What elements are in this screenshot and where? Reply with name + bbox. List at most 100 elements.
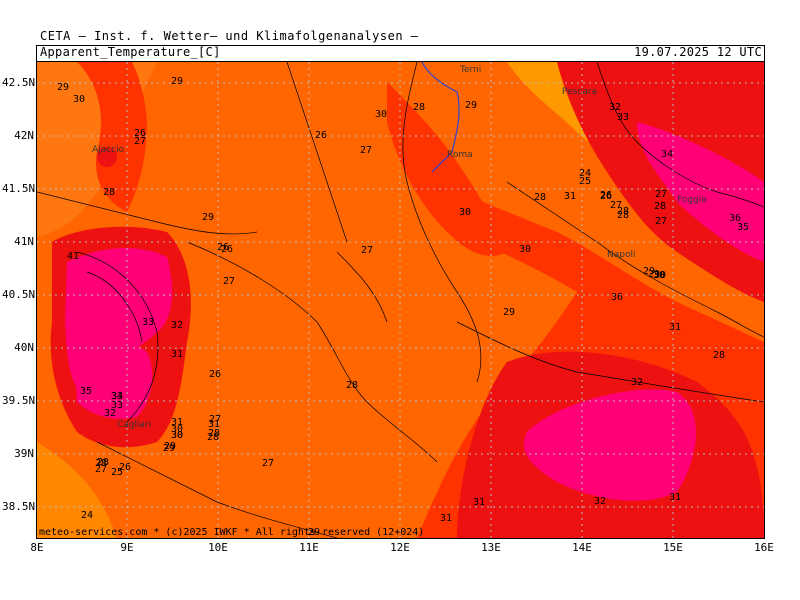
contour-label: 28	[617, 210, 629, 221]
lat-label: 39.5N	[2, 394, 36, 407]
lon-label: 8E	[30, 541, 44, 554]
contour-label: 27	[361, 245, 373, 256]
cool-sw	[37, 442, 117, 538]
contour-label: 30	[171, 430, 183, 441]
contour-label: 31	[171, 349, 183, 360]
title-bar	[36, 45, 765, 61]
contour-label: 36	[729, 213, 741, 224]
datetime-label: 19.07.2025 12 UTC	[634, 45, 762, 59]
hot-core-sea	[523, 389, 696, 501]
contour-label: 30	[653, 270, 665, 281]
institute-title: CETA — Inst. f. Wetter— und Klimafolgena…	[40, 29, 419, 43]
contour-label: 29	[202, 212, 214, 223]
contour-label: 32	[609, 102, 621, 113]
contour-label: 33	[111, 391, 123, 402]
contour-label: 29	[643, 266, 655, 277]
contour-label: 30	[171, 430, 183, 441]
contour-label: 28	[103, 187, 115, 198]
contour-label: 28	[617, 206, 629, 217]
contour-label: 29	[163, 443, 175, 454]
city-foggia: Foggia	[677, 195, 707, 205]
contour-label: 31	[208, 419, 220, 430]
lazio-warm	[387, 82, 507, 256]
contour-label: 28	[207, 432, 219, 443]
hot-core-ne	[637, 122, 764, 262]
contour-label: 26	[315, 130, 327, 141]
contour-label: 26	[221, 244, 233, 255]
contour-label: 30	[459, 207, 471, 218]
contour-label: 26	[217, 242, 229, 253]
contour-label: 30	[171, 424, 183, 435]
contour-label: 34	[111, 391, 123, 402]
contour-label: 29	[308, 527, 320, 538]
contour-label: 28	[95, 458, 107, 469]
contour-label: 31	[440, 513, 452, 524]
city-pescara: Pescara	[562, 87, 597, 97]
city-cagliari: Cagliari	[117, 420, 151, 430]
contour-label: 28	[97, 457, 109, 468]
contour-label: 28	[713, 350, 725, 361]
contour-label: 29	[465, 100, 477, 111]
contour-label: 26	[209, 369, 221, 380]
contour-lines	[37, 62, 764, 538]
temperature-map: Terni Pescara Ajaccio Roma Foggia Napoli…	[37, 62, 764, 538]
graticule	[37, 62, 764, 538]
contour-label: 24	[579, 168, 591, 179]
contour-label: 24	[81, 510, 93, 521]
hot-ne	[557, 62, 764, 302]
contour-label: 28	[208, 428, 220, 439]
lat-label: 40.5N	[2, 288, 36, 301]
contour-label: 25	[579, 176, 591, 187]
contour-label: 27	[655, 216, 667, 227]
lat-label: 41N	[14, 235, 34, 248]
contour-label: 27	[610, 200, 622, 211]
contour-label: 26	[119, 462, 131, 473]
contour-label: 27	[360, 145, 372, 156]
contour-label: 28	[654, 201, 666, 212]
lon-label: 10E	[208, 541, 228, 554]
contour-label: 28	[413, 102, 425, 113]
lat-label: 40N	[14, 341, 34, 354]
contour-label: 33	[111, 400, 123, 411]
lat-label: 39N	[14, 447, 34, 460]
contour-label: 30	[654, 270, 666, 281]
contour-label: 25	[111, 467, 123, 478]
lon-label: 9E	[120, 541, 134, 554]
contour-label: 35	[80, 386, 92, 397]
contour-label: 26	[134, 128, 146, 139]
contour-label: 27	[209, 414, 221, 425]
contour-label: 32	[171, 320, 183, 331]
contour-label: 27	[134, 136, 146, 147]
copyright-footer: meteo-services.com * (c)2025 IWKF * All …	[39, 527, 425, 538]
contour-label: 27	[95, 464, 107, 475]
city-ajaccio: Ajaccio	[92, 145, 125, 155]
map-panel: Terni Pescara Ajaccio Roma Foggia Napoli…	[36, 61, 765, 539]
contour-label: 31	[564, 191, 576, 202]
lon-label: 11E	[299, 541, 319, 554]
lat-label: 38.5N	[2, 500, 36, 513]
sardinia-hot-s	[72, 330, 153, 419]
contour-label: 36	[611, 292, 623, 303]
contour-label: 32	[594, 496, 606, 507]
lon-label: 14E	[572, 541, 592, 554]
contour-label: 30	[375, 109, 387, 120]
contour-label: 31	[473, 497, 485, 508]
tiber-river	[421, 62, 460, 173]
lat-label: 42.5N	[2, 76, 36, 89]
contour-label: 27	[655, 189, 667, 200]
contour-label: 27	[223, 276, 235, 287]
contour-label: 29	[171, 76, 183, 87]
contour-label: 30	[519, 244, 531, 255]
contour-label: 31	[669, 322, 681, 333]
contour-label: 26	[600, 190, 612, 201]
contour-value-labels: 29 30 29 26 27 28 29 30 26 27 28 29 26 2…	[57, 76, 749, 538]
contour-label: 29	[503, 307, 515, 318]
contour-label: 33	[617, 112, 629, 123]
city-labels: Terni Pescara Ajaccio Roma Foggia Napoli…	[92, 65, 707, 430]
contour-label: 28	[346, 380, 358, 391]
contour-label: 31	[171, 417, 183, 428]
lat-label: 41.5N	[2, 182, 36, 195]
ajaccio-hot	[97, 147, 117, 167]
city-roma: Roma	[447, 150, 473, 160]
contour-label: 33	[142, 317, 154, 328]
